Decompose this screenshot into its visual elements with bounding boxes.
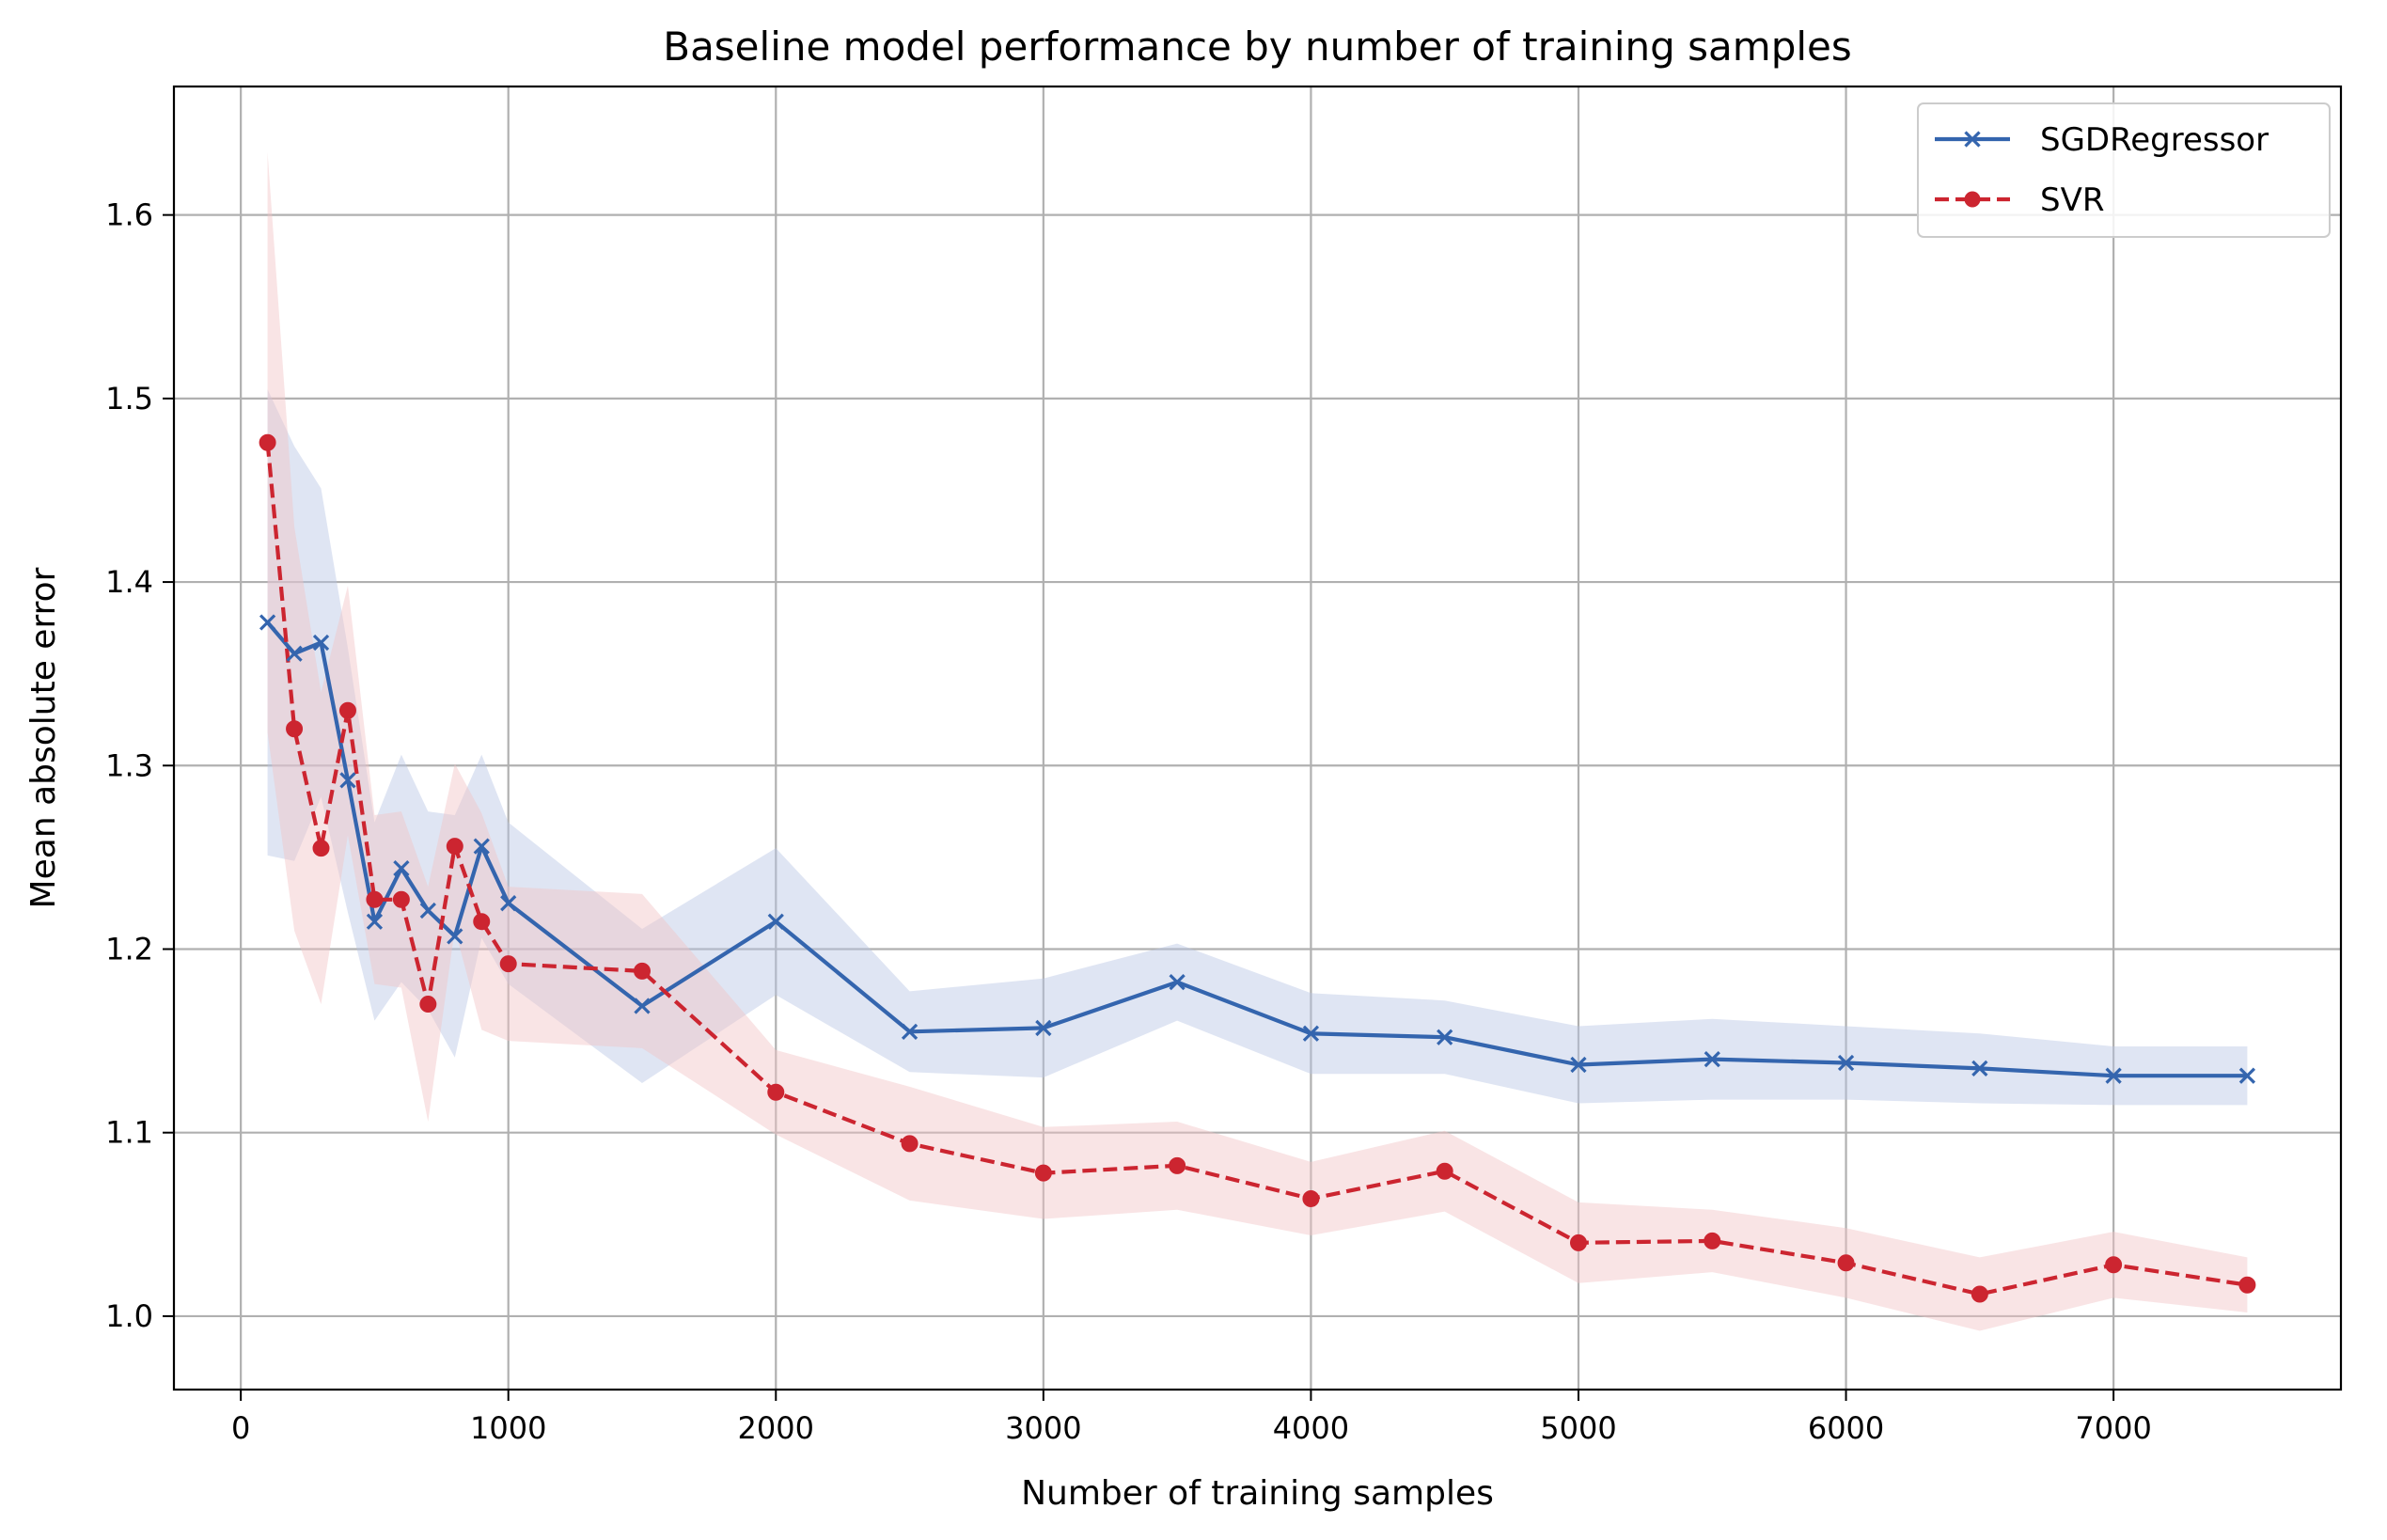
y-tick-label: 1.6 [105, 197, 153, 233]
svr-point [499, 955, 517, 973]
sgdregressor-point [447, 928, 463, 945]
sgdregressor-point [2238, 1067, 2256, 1084]
sgdregressor-point [473, 838, 490, 855]
legend-marker-svr [1964, 191, 1981, 208]
svr-point [312, 840, 330, 857]
gridlines [174, 86, 2341, 1390]
y-tick-label: 1.2 [105, 931, 153, 966]
sgdregressor-point [1169, 973, 1186, 991]
legend-label-svr: SVR [2040, 181, 2104, 219]
legend-marker-sgdregressor [1964, 131, 1981, 148]
sgdregressor-point [259, 614, 276, 631]
y-tick-label: 1.5 [105, 381, 153, 416]
sgdregressor-point [366, 913, 384, 930]
y-tick-label: 1.4 [105, 564, 153, 600]
sgdregressor-point [1302, 1025, 1320, 1042]
x-tick-label: 7000 [2075, 1410, 2151, 1446]
y-tick-label: 1.1 [105, 1115, 153, 1151]
chart-title: Baseline model performance by number of … [663, 24, 1852, 70]
sgdregressor-point [339, 772, 356, 789]
svr-point [1704, 1232, 1721, 1249]
svr-point [259, 433, 276, 451]
x-tick-label: 1000 [470, 1410, 546, 1446]
x-tick-label: 2000 [738, 1410, 814, 1446]
sgdregressor-point [312, 634, 330, 652]
sgdregressor-point [1837, 1054, 1855, 1072]
x-axis-label: Number of training samples [1021, 1474, 1494, 1513]
x-tick-label: 6000 [1808, 1410, 1884, 1446]
sgdregressor-point [1437, 1029, 1453, 1045]
sgdregressor-band [267, 389, 2248, 1106]
axis-ticks: 0 1000 2000 3000 4000 5000 6000 7000 1.0 1.1 1.2 1.… [105, 197, 2152, 1446]
y-tick-label: 1.3 [105, 747, 153, 783]
svr-point [1034, 1164, 1052, 1182]
svr-point [1837, 1254, 1855, 1272]
svr-point [338, 701, 356, 719]
series-markers [259, 433, 2256, 1303]
plot-frame [172, 85, 2343, 1391]
svr-point [1302, 1189, 1320, 1207]
svr-point [2105, 1256, 2123, 1274]
svr-band [267, 152, 2248, 1331]
legend-label-sgdregressor: SGDRegressor [2040, 121, 2269, 159]
svr-point [1169, 1156, 1186, 1174]
svr-point [286, 720, 304, 738]
sgdregressor-point [1035, 1019, 1052, 1037]
sgdregressor-point [1570, 1056, 1587, 1074]
svr-point [419, 996, 437, 1014]
sgdregressor-point [393, 859, 410, 877]
svr-point [633, 962, 651, 980]
x-tick-label: 0 [231, 1410, 250, 1446]
y-tick-label: 1.0 [105, 1298, 153, 1334]
sgdregressor-point [2105, 1067, 2122, 1084]
sgdregressor-point [500, 895, 517, 912]
svr-point [473, 913, 491, 931]
sgdregressor-point [286, 645, 303, 662]
sgdregressor-point [901, 1023, 919, 1040]
sgdregressor-point [634, 998, 651, 1014]
svr-point [446, 838, 463, 856]
svr-point [2238, 1276, 2256, 1294]
svr-point [1436, 1162, 1453, 1180]
sgdregressor-point [419, 902, 436, 919]
x-tick-label: 4000 [1273, 1410, 1349, 1446]
x-tick-label: 5000 [1540, 1410, 1616, 1446]
legend: SGDRegressor SVR [1917, 102, 2331, 238]
x-tick-label: 3000 [1005, 1410, 1081, 1446]
svr-point [1569, 1234, 1587, 1251]
svr-point [901, 1135, 919, 1153]
svr-point [1971, 1285, 1988, 1303]
svr-point [366, 890, 384, 908]
sgdregressor-point [1971, 1060, 1988, 1077]
sgdregressor-point [1704, 1050, 1720, 1068]
sgdregressor-point [767, 913, 784, 930]
svr-point [767, 1083, 785, 1101]
legend-box [1917, 102, 2331, 238]
svr-point [392, 890, 410, 908]
confidence-bands [267, 152, 2248, 1331]
y-axis-label: Mean absolute error [24, 567, 63, 908]
